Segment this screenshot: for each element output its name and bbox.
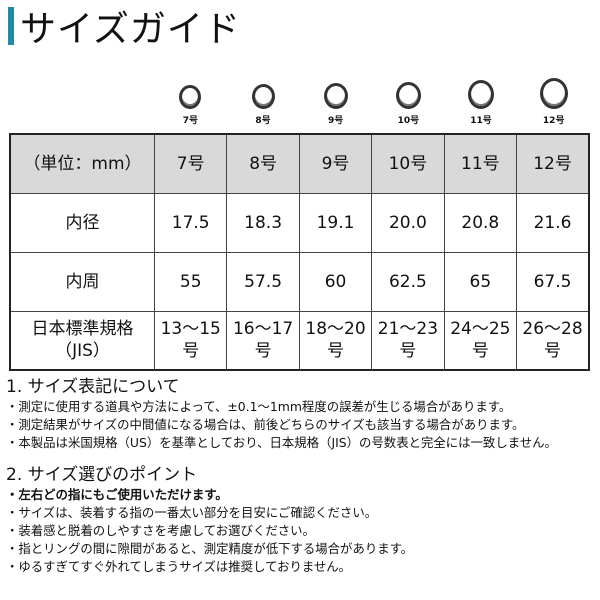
note-item: ・サイズは、装着する指の一番太い部分を目安にご確認ください。 xyxy=(6,505,378,520)
note-item: ・ゆるすぎてすぐ外れてしまうサイズは推奨しておりません。 xyxy=(6,559,352,574)
table-cell: 18〜20号 xyxy=(298,310,373,371)
ring-icon xyxy=(395,82,421,109)
table-row: 日本標準規格（JIS） 13〜15号 16〜17号 18〜20号 21〜23号 … xyxy=(9,310,590,371)
table-cell: 18.3 xyxy=(226,192,300,253)
table-row: 内周 55 57.5 60 62.5 65 67.5 xyxy=(9,251,590,312)
table-cell: 20.0 xyxy=(371,192,445,253)
table-cell: 13〜15号 xyxy=(153,310,228,371)
row-label: 日本標準規格（JIS） xyxy=(9,310,155,371)
table-cell: 17.5 xyxy=(153,192,228,253)
ring-label: 11号 xyxy=(470,116,492,126)
ring-label: 10号 xyxy=(397,116,420,126)
table-cell: 57.5 xyxy=(226,251,300,312)
table-header-row: （単位：mm） 7号 8号 9号 10号 11号 12号 xyxy=(9,133,590,194)
ring-7: 7号 xyxy=(154,76,227,126)
note-item: ・装着感と脱着のしやすさを考慮してお選びください。 xyxy=(6,523,315,538)
ring-9: 9号 xyxy=(299,76,372,126)
header-cell: 8号 xyxy=(226,133,300,194)
row-label: 内周 xyxy=(9,251,155,312)
section2-heading: 2. サイズ選びのポイント xyxy=(6,465,198,485)
table-cell: 20.8 xyxy=(443,192,518,253)
ring-label: 8号 xyxy=(255,116,271,126)
ring-label: 9号 xyxy=(328,116,344,126)
table-cell: 60 xyxy=(298,251,373,312)
table-cell: 55 xyxy=(153,251,228,312)
size-table: （単位：mm） 7号 8号 9号 10号 11号 12号 内径 17.5 18.… xyxy=(9,133,590,371)
table-cell: 67.5 xyxy=(516,251,590,312)
table-row: 内径 17.5 18.3 19.1 20.0 20.8 21.6 xyxy=(9,192,590,253)
ring-8: 8号 xyxy=(227,76,300,126)
ring-icon xyxy=(323,83,348,109)
notes: 1. サイズ表記について ・測定に使用する道具や方法によって、±0.1〜1mm程… xyxy=(6,376,600,576)
note-item: ・指とリングの間に隙間があると、測定精度が低下する場合があります。 xyxy=(6,541,414,556)
table-cell: 16〜17号 xyxy=(226,310,300,371)
note-item: ・本製品は米国規格（US）を基準としており、日本規格（JIS）の号数表と完全には… xyxy=(6,435,557,450)
ring-label: 7号 xyxy=(182,116,198,126)
ring-icon xyxy=(468,80,495,109)
ring-12: 12号 xyxy=(517,76,590,126)
ring-11: 11号 xyxy=(445,76,518,126)
table-cell: 19.1 xyxy=(298,192,373,253)
note-item: ・測定に使用する道具や方法によって、±0.1〜1mm程度の誤差が生じる場合があり… xyxy=(6,399,512,414)
header-cell: （単位：mm） xyxy=(9,133,155,194)
page-title: サイズガイド xyxy=(8,6,241,50)
header-cell: 11号 xyxy=(443,133,518,194)
note-item: ・測定結果がサイズの中間値になる場合は、前後どちらのサイズも該当する場合がありま… xyxy=(6,417,525,432)
table-cell: 21.6 xyxy=(516,192,590,253)
header-cell: 12号 xyxy=(516,133,590,194)
table-cell: 26〜28号 xyxy=(516,310,590,371)
title-text: サイズガイド xyxy=(20,9,241,50)
ring-icon xyxy=(539,78,568,109)
table-cell: 65 xyxy=(443,251,518,312)
header-cell: 7号 xyxy=(153,133,228,194)
title-accent-bar xyxy=(8,7,14,45)
section1-heading: 1. サイズ表記について xyxy=(6,377,180,397)
ring-icon xyxy=(251,84,275,109)
header-cell: 10号 xyxy=(371,133,445,194)
table-cell: 21〜23号 xyxy=(371,310,445,371)
row-label: 内径 xyxy=(9,192,155,253)
table-cell: 24〜25号 xyxy=(443,310,518,371)
header-cell: 9号 xyxy=(298,133,373,194)
note-item-bold: ・左右どの指にもご使用いただけます。 xyxy=(6,487,228,502)
ring-icon xyxy=(179,85,202,109)
table-cell: 62.5 xyxy=(371,251,445,312)
ring-10: 10号 xyxy=(372,76,445,126)
ring-illustrations: 7号 8号 9号 10号 11号 12号 xyxy=(154,76,590,126)
ring-label: 12号 xyxy=(542,116,565,126)
